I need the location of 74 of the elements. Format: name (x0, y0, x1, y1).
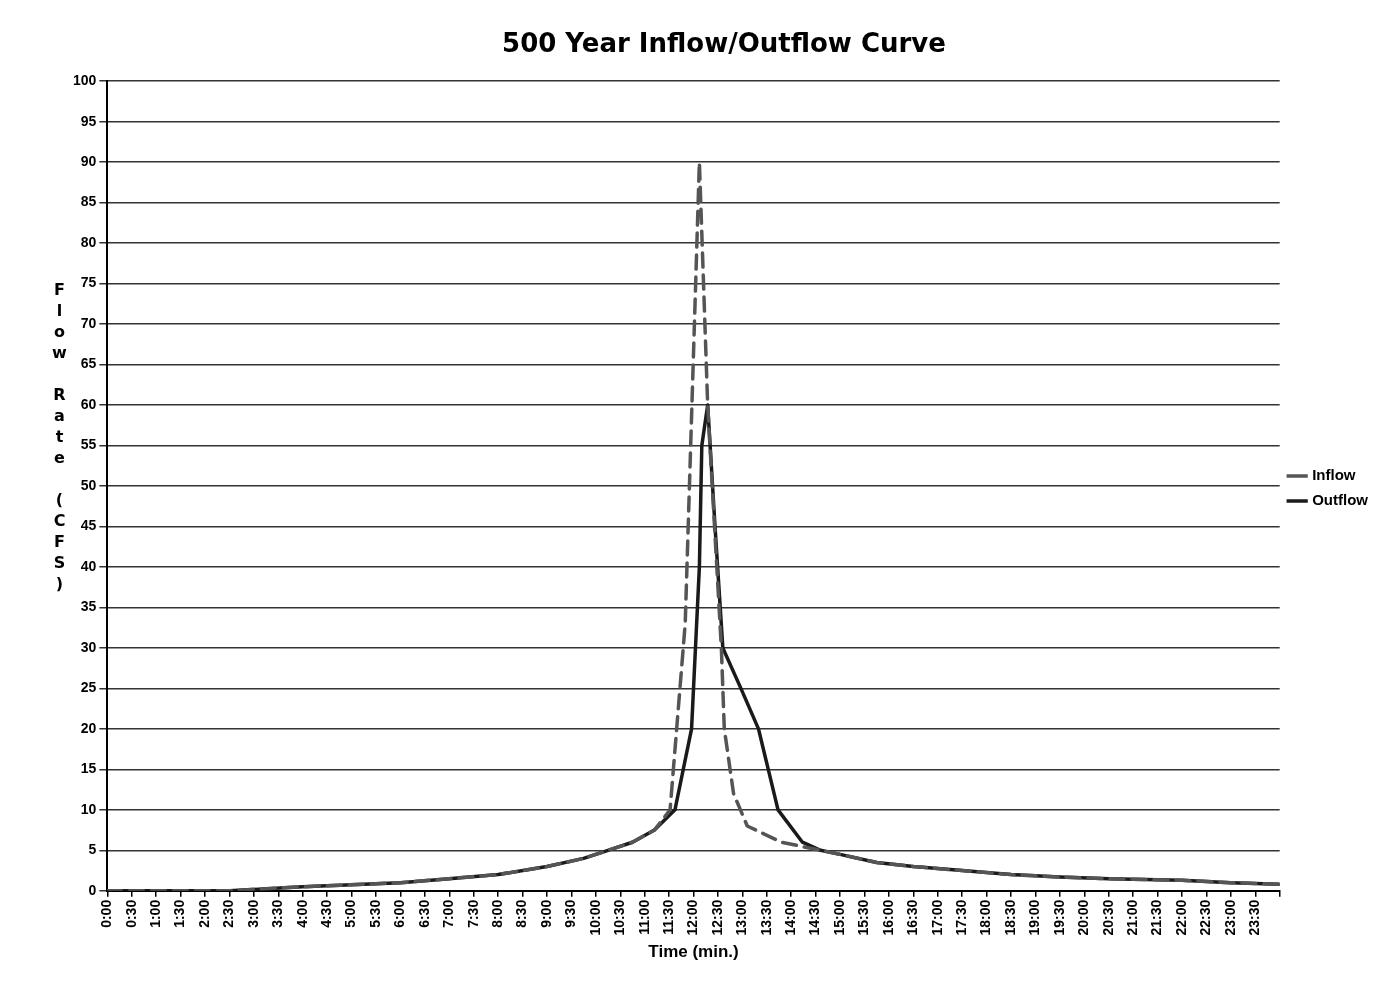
y-tick-label: 55 (80, 436, 97, 453)
x-tick-label: 10:00 (586, 899, 603, 936)
x-tick-label: 4:00 (293, 899, 310, 928)
x-tick-label: 23:30 (1246, 899, 1263, 936)
x-tick-label: 2:00 (195, 899, 212, 928)
y-tick-label: 60 (80, 395, 97, 412)
x-tick-label: 9:00 (537, 899, 554, 928)
x-tick-label: 10:30 (611, 899, 628, 936)
legend-label: Inflow (1312, 466, 1356, 484)
x-tick-label: 3:00 (244, 899, 261, 928)
x-tick-label: 23:00 (1221, 899, 1238, 936)
x-tick-label: 14:30 (806, 899, 823, 936)
x-tick-label: 17:00 (928, 899, 945, 936)
x-tick-label: 11:30 (659, 899, 676, 935)
x-tick-label: 13:30 (757, 899, 774, 936)
y-axis-title: Flow Rate (CFS) (50, 280, 69, 595)
x-tick-label: 12:00 (684, 899, 701, 936)
x-tick-label: 14:00 (782, 899, 799, 936)
y-tick-label: 50 (80, 476, 97, 493)
x-tick-label: 21:30 (1148, 899, 1165, 936)
x-tick-label: 22:30 (1197, 899, 1214, 936)
y-tick-label: 70 (80, 314, 97, 331)
x-tick-label: 9:30 (562, 899, 579, 928)
x-tick-label: 12:30 (708, 899, 725, 936)
y-tick-label: 45 (80, 517, 97, 534)
x-tick-label: 5:00 (342, 899, 359, 928)
y-tick-label: 85 (80, 193, 97, 210)
y-tick-label: 25 (80, 679, 97, 696)
x-tick-label: 2:30 (220, 899, 237, 928)
x-tick-label: 4:30 (318, 899, 335, 928)
x-tick-label: 16:00 (879, 899, 896, 936)
x-tick-label: 18:00 (977, 899, 994, 936)
x-tick-label: 19:30 (1050, 899, 1067, 936)
x-tick-label: 13:00 (733, 899, 750, 936)
x-tick-label: 20:30 (1099, 899, 1116, 936)
x-tick-label: 0:30 (122, 899, 139, 928)
y-tick-label: 20 (80, 719, 97, 736)
x-tick-label: 21:00 (1124, 899, 1140, 936)
y-tick-label: 0 (88, 881, 97, 898)
x-tick-label: 22:00 (1172, 899, 1189, 936)
x-tick-label: 8:00 (488, 899, 505, 928)
y-tick-label: 90 (80, 153, 97, 170)
x-tick-label: 7:30 (464, 899, 481, 928)
x-tick-label: 5:30 (366, 899, 383, 928)
x-tick-label: 3:30 (269, 899, 286, 928)
x-tick-label: 15:30 (855, 899, 872, 936)
x-tick-label: 8:30 (513, 899, 530, 928)
x-tick-label: 11:00 (635, 899, 652, 935)
x-tick-label: 6:30 (415, 899, 432, 928)
y-tick-label: 10 (80, 800, 97, 817)
chart-title: 500 Year Inflow/Outflow Curve (502, 28, 946, 59)
y-tick-label: 75 (80, 274, 97, 291)
y-tick-label: 100 (73, 72, 97, 89)
x-axis-title: Time (min.) (648, 942, 739, 962)
x-tick-label: 0:00 (98, 899, 115, 928)
x-tick-label: 7:00 (440, 899, 457, 928)
y-tick-label: 40 (80, 557, 97, 574)
x-tick-label: 1:00 (147, 899, 164, 928)
y-tick-label: 15 (80, 760, 97, 777)
y-tick-label: 35 (80, 598, 97, 615)
x-tick-label: 20:00 (1075, 899, 1092, 936)
x-tick-label: 16:30 (904, 899, 921, 936)
x-tick-label: 17:30 (953, 899, 970, 936)
y-tick-label: 95 (80, 112, 97, 129)
y-tick-label: 5 (88, 841, 97, 858)
y-tick-label: 80 (80, 233, 97, 250)
x-tick-label: 15:00 (830, 899, 847, 936)
x-tick-label: 19:00 (1026, 899, 1043, 936)
y-tick-label: 30 (80, 638, 97, 655)
y-tick-label: 65 (80, 355, 97, 372)
legend-label: Outflow (1312, 491, 1369, 509)
x-tick-label: 6:00 (391, 899, 408, 928)
x-tick-label: 1:30 (171, 899, 188, 928)
x-tick-label: 18:30 (1001, 899, 1018, 936)
